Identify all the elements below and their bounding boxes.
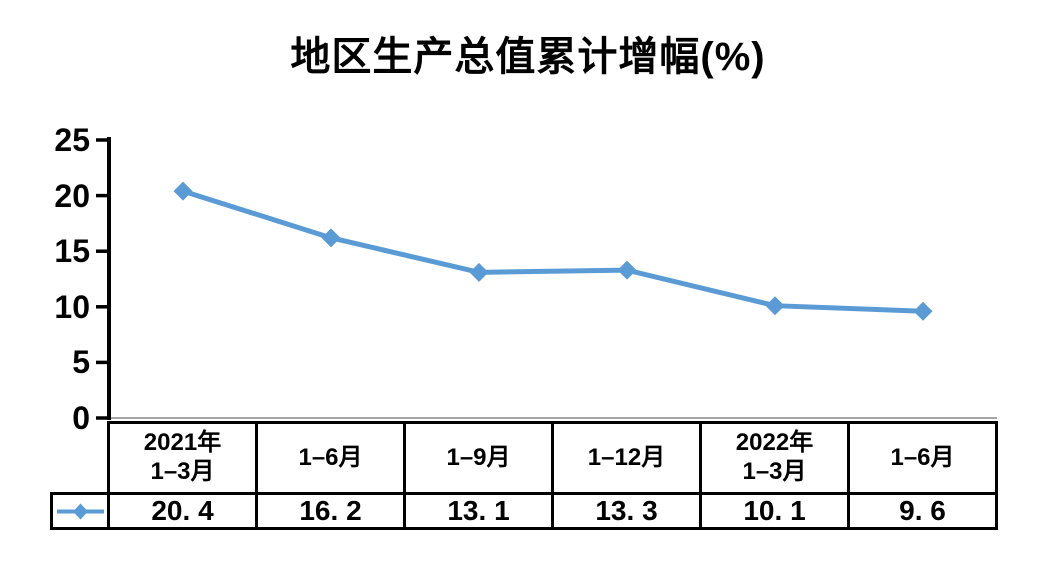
y-axis-label-5: 5 (72, 344, 90, 381)
y-axis-label-25: 25 (54, 122, 90, 158)
value-cell-5: 10. 1 (699, 492, 850, 530)
category-header-2022-1-6: 1–6月 (847, 421, 998, 495)
category-header-2021-1-3: 2021年 1–3月 (107, 421, 258, 495)
category-header-1-9: 1–9月 (403, 421, 554, 495)
chart-title: 地区生产总值累计增幅(%) (290, 35, 766, 79)
category-header-1-6: 1–6月 (255, 421, 406, 495)
data-table: 2021年 1–3月 1–6月 1–9月 1–12月 2022年 1–3月 1–… (50, 421, 998, 530)
data-point-marker-3 (469, 262, 489, 282)
data-point-marker-4 (617, 260, 637, 280)
data-point-marker-6 (913, 301, 933, 321)
data-point-marker-1 (173, 181, 193, 201)
value-cell-2: 16. 2 (255, 492, 406, 530)
table-value-row: 20. 4 16. 2 13. 1 13. 3 10. 1 9. 6 (50, 492, 998, 530)
data-point-marker-2 (321, 228, 341, 248)
category-header-1-12: 1–12月 (551, 421, 702, 495)
value-cell-3: 13. 1 (403, 492, 554, 530)
data-point-marker-5 (765, 296, 785, 316)
series-line (180, 188, 926, 314)
y-axis-label-10: 10 (54, 288, 90, 325)
value-cell-6: 9. 6 (847, 492, 998, 530)
y-axis-label-15: 15 (54, 233, 90, 270)
legend-cell (50, 492, 110, 530)
table-header-row: 2021年 1–3月 1–6月 1–9月 1–12月 2022年 1–3月 1–… (52, 421, 998, 495)
value-cell-1: 20. 4 (107, 492, 258, 530)
series-legend-marker-icon (56, 503, 104, 519)
y-axis-label-0: 0 (72, 400, 90, 436)
value-cell-4: 13. 3 (551, 492, 702, 530)
y-axis-label-20: 20 (54, 177, 90, 214)
category-header-2022-1-3: 2022年 1–3月 (699, 421, 850, 495)
table-corner-spacer (52, 423, 109, 494)
